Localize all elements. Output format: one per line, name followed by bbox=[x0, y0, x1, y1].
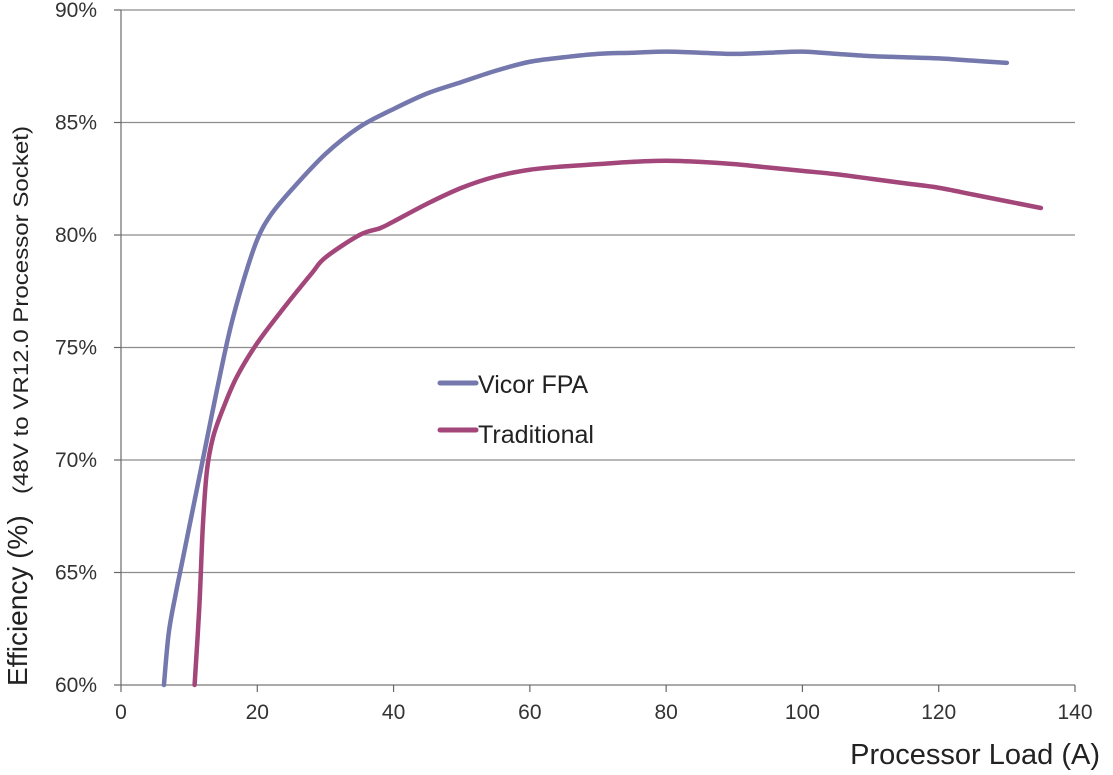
y-axis-subtitle: (48V to VR12.0 Processor Socket) bbox=[10, 126, 33, 494]
legend-label-traditional: Traditional bbox=[478, 421, 594, 449]
y-tick-label: 80% bbox=[55, 224, 97, 247]
x-tick-label: 20 bbox=[246, 701, 269, 724]
x-tick-label: 40 bbox=[382, 701, 405, 724]
x-axis-ticks: 0 20 40 60 80 100 120 140 bbox=[115, 685, 1093, 724]
x-tick-label: 80 bbox=[654, 701, 677, 724]
y-tick-label: 85% bbox=[55, 112, 97, 135]
y-tick-label: 90% bbox=[55, 0, 97, 22]
y-tick-label: 65% bbox=[55, 562, 97, 585]
y-axis-ticks: 60% 65% 70% 75% 80% 85% 90% bbox=[55, 0, 121, 697]
y-tick-label: 60% bbox=[55, 674, 97, 697]
x-axis-title: Processor Load (A) bbox=[850, 739, 1100, 771]
x-tick-label: 140 bbox=[1057, 701, 1092, 724]
y-axis-title: Efficiency (%) bbox=[2, 515, 33, 686]
series-line-vicor-fpa bbox=[161, 49, 1010, 688]
legend-label-vicor-fpa: Vicor FPA bbox=[478, 371, 589, 399]
series-line-traditional bbox=[192, 158, 1044, 688]
y-tick-label: 70% bbox=[55, 449, 97, 472]
legend: Vicor FPA Traditional bbox=[437, 371, 594, 449]
x-tick-label: 60 bbox=[518, 701, 541, 724]
grid bbox=[121, 9, 1075, 574]
x-tick-label: 0 bbox=[115, 701, 127, 724]
x-tick-label: 120 bbox=[921, 701, 956, 724]
x-tick-label: 100 bbox=[785, 701, 820, 724]
series-layer bbox=[161, 49, 1044, 688]
y-tick-label: 75% bbox=[55, 337, 97, 360]
